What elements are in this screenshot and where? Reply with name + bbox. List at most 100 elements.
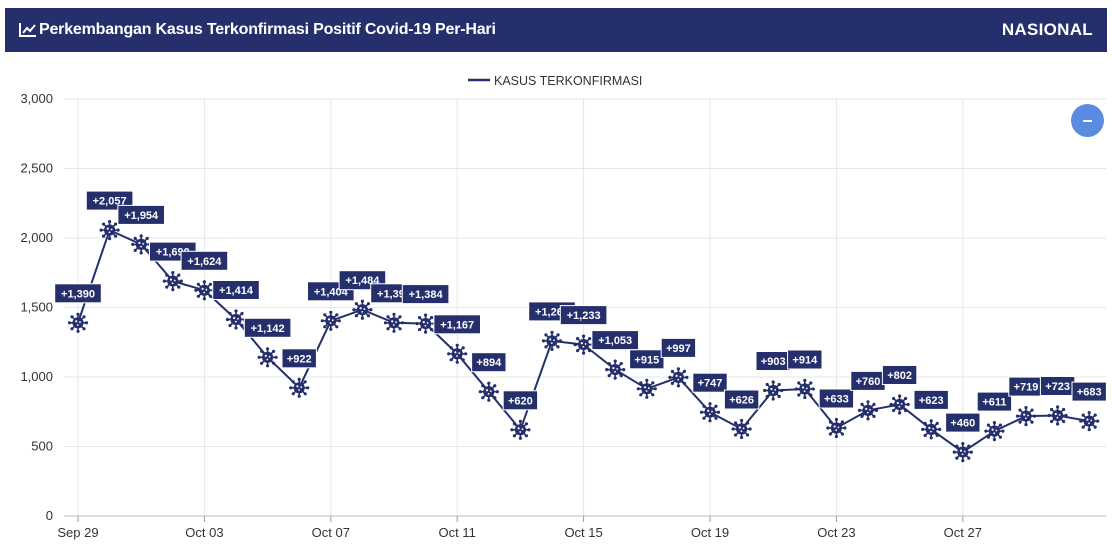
data-label-text: +626 [729,395,754,407]
data-label-text: +914 [792,355,818,367]
virus-icon[interactable] [952,442,973,463]
virus-icon[interactable] [383,312,405,333]
data-label-text: +1,390 [61,288,95,300]
virus-icon[interactable] [794,378,815,400]
data-label-text: +922 [287,353,312,365]
minus-icon-button[interactable] [1071,104,1104,137]
virus-icon[interactable] [731,418,752,440]
data-label-text: +1,384 [409,289,444,301]
virus-icon[interactable] [225,309,247,330]
virus-icon[interactable] [257,347,278,368]
data-label-box [723,389,760,410]
data-label: +683 [1071,381,1107,402]
data-label: +1,233 [559,305,608,326]
virus-icon[interactable] [605,359,626,380]
data-label-text: +915 [634,354,659,366]
data-label-text: +1,954 [124,210,159,222]
data-label: +914 [787,349,823,370]
x-tick-label: Oct 19 [691,525,729,540]
x-tick-label: Oct 23 [817,525,855,540]
data-label-text: +611 [982,397,1006,409]
data-label-box [243,317,292,338]
virus-icon[interactable] [162,271,183,292]
virus-icon[interactable] [1047,405,1068,426]
virus-icon[interactable] [320,310,341,331]
y-tick-label: 500 [31,439,53,454]
data-label-text: +903 [761,356,786,368]
virus-icon[interactable] [99,220,120,241]
virus-icon[interactable] [194,280,215,301]
virus-icon[interactable] [921,419,942,440]
data-label: +1,954 [117,204,165,225]
y-tick-label: 0 [46,508,53,523]
virus-icon[interactable] [131,234,152,255]
x-tick-label: Sep 29 [57,525,98,540]
data-label: +922 [281,348,317,369]
virus-icon[interactable] [573,334,594,355]
x-tick-label: Oct 03 [185,525,223,540]
data-label-text: +1,624 [187,256,222,268]
data-label: +760 [850,370,886,391]
line-chart-icon [19,23,36,37]
data-label-box [660,337,697,358]
data-label-box [976,391,1013,412]
virus-icon[interactable] [67,312,89,333]
virus-icon[interactable] [636,378,657,399]
virus-icon[interactable] [826,417,847,439]
data-label-box [787,349,823,370]
data-label-box [692,372,728,393]
chart-header: Perkembangan Kasus Terkonfirmasi Positif… [5,8,1107,52]
virus-icon[interactable] [984,421,1005,442]
x-tick-label: Oct 15 [564,525,602,540]
data-label: +719 [1008,376,1044,397]
virus-icon[interactable] [415,313,436,334]
data-label-text: +894 [476,357,502,369]
virus-icon[interactable] [510,419,531,440]
data-label-text: +1,142 [251,323,285,335]
data-label: +1,624 [180,250,229,271]
data-label-text: +2,057 [93,196,127,208]
data-label: +1,390 [54,283,102,304]
virus-icon[interactable] [889,394,910,415]
virus-icon[interactable] [857,400,879,421]
line-chart[interactable]: 0 500 1,000 1,500 2,000 2,500 3,000 Sep 29 Oct 0… [0,56,1112,560]
data-label-box [591,330,640,351]
chart-area: 0 500 1,000 1,500 2,000 2,500 3,000 Sep 29 Oct 0… [0,56,1112,560]
virus-icon[interactable] [1079,411,1100,432]
virus-icon[interactable] [478,381,499,402]
virus-icon[interactable] [1015,406,1037,427]
data-label: +723 [1039,376,1076,396]
data-label: +903 [755,351,791,371]
scope-label[interactable]: NASIONAL [1001,20,1093,39]
chart-legend[interactable]: KASUS TERKONFIRMASI [468,74,642,88]
data-label: +1,053 [591,330,640,351]
y-tick-label: 1,500 [20,300,53,315]
virus-icon[interactable] [541,330,563,351]
data-label-text: +683 [1077,387,1102,399]
data-label: +633 [818,388,855,409]
x-tick-label: Oct 27 [944,525,982,540]
data-label: +894 [471,352,507,373]
virus-icon[interactable] [289,377,310,398]
data-label: +1,142 [243,317,292,338]
data-label-text: +1,053 [598,335,632,347]
legend-label: KASUS TERKONFIRMASI [494,74,642,88]
data-label-text: +760 [856,376,881,388]
data-label: +997 [660,337,697,358]
data-label-box [471,352,507,373]
data-label: +1,414 [212,280,260,300]
data-label-text: +1,414 [219,285,254,297]
virus-icon[interactable] [699,402,721,423]
data-label-box [881,365,918,385]
data-label: +611 [976,391,1013,412]
virus-icon[interactable] [352,299,373,320]
data-label-text: +623 [919,395,944,407]
virus-icon[interactable] [447,343,468,364]
data-label: +1,167 [433,314,481,335]
data-label-text: +1,233 [567,310,601,322]
virus-icon[interactable] [668,367,689,388]
virus-icon[interactable] [763,380,784,401]
data-label: +915 [629,349,665,370]
data-label-text: +997 [666,343,691,355]
data-label-box [913,389,949,410]
